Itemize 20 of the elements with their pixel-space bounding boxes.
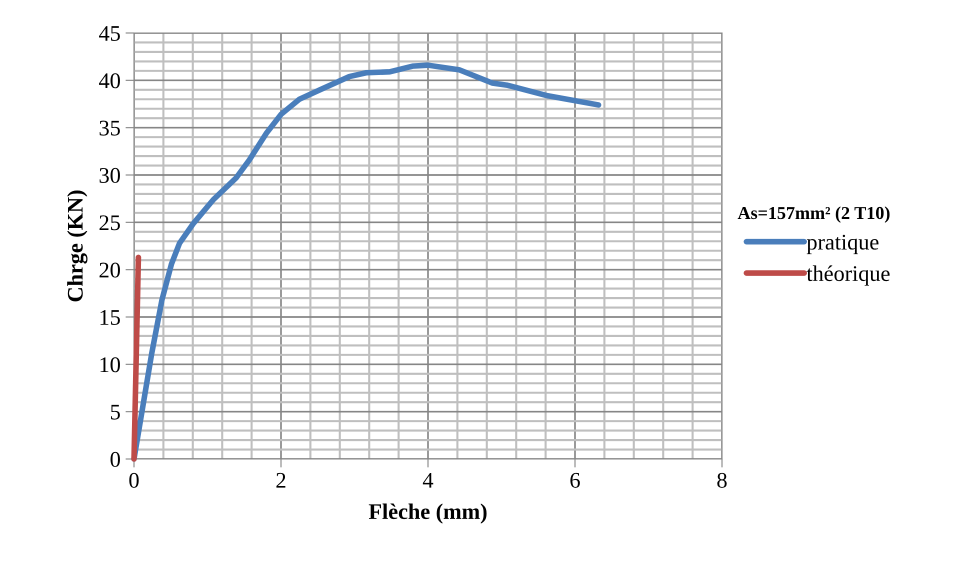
y-tick-label: 20	[100, 262, 120, 278]
x-tick-label: 0	[129, 472, 139, 488]
y-tick-label: 5	[110, 404, 120, 420]
y-tick-label: 30	[100, 168, 120, 183]
x-axis-title: Flèche (mm)	[368, 503, 487, 524]
y-tick-label: 25	[100, 215, 120, 230]
legend-label: pratique	[806, 234, 878, 254]
y-axis-title: Chrge (KN)	[67, 190, 88, 302]
x-tick-label: 8	[717, 472, 727, 488]
y-tick-label: 35	[100, 120, 120, 136]
x-tick-label: 4	[422, 472, 434, 488]
y-tick-label: 45	[99, 26, 120, 41]
y-tick-label: 0	[110, 452, 120, 467]
y-tick-label: 15	[100, 310, 120, 325]
x-tick-label: 6	[570, 472, 580, 488]
y-tick-label: 10	[100, 357, 120, 372]
legend-label: théorique	[806, 265, 890, 286]
x-tick-label: 2	[276, 472, 286, 488]
legend-title: As=157mm² (2 T10)	[738, 206, 890, 223]
y-tick-label: 40	[99, 73, 120, 88]
